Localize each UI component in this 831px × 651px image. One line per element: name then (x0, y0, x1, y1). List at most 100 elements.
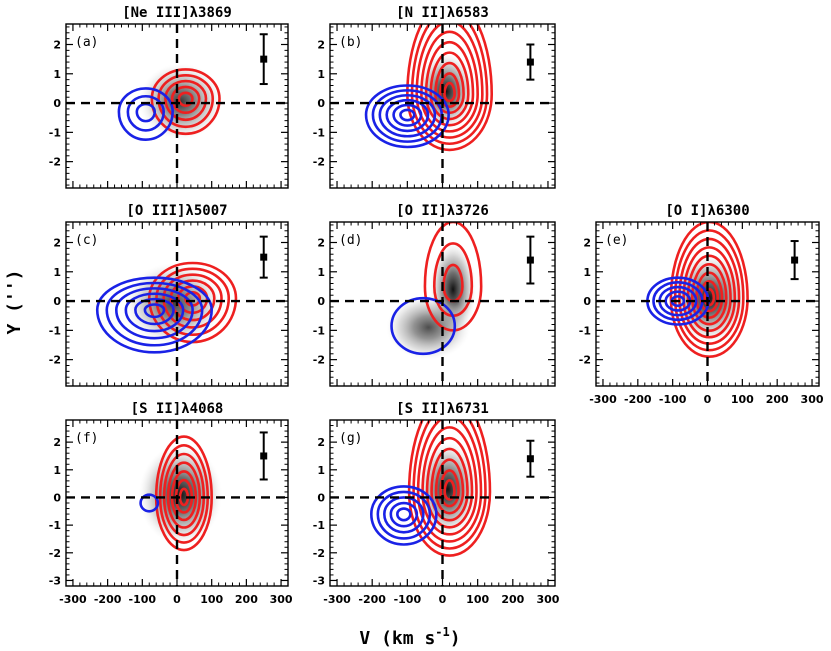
red-contour (690, 263, 728, 326)
x-tick-label: 0 (173, 593, 181, 606)
y-tick-label: -1 (579, 324, 591, 337)
errorbar-point (260, 55, 268, 63)
errorbar-point (526, 256, 534, 264)
x-tick-label: -300 (589, 393, 617, 406)
blue-contour (383, 496, 425, 534)
errorbar-point (260, 452, 268, 460)
x-tick-label: -300 (323, 593, 351, 606)
y-tick-label: -3 (49, 574, 61, 587)
panel-title: [O I]λ6300 (665, 203, 749, 219)
x-tick-label: 0 (704, 393, 712, 406)
red-contour (407, 420, 492, 557)
x-tick-label: 100 (466, 593, 489, 606)
red-contour (415, 24, 484, 139)
x-tick-label: 300 (801, 393, 824, 406)
blue-contour (135, 102, 157, 123)
red-contour (154, 435, 213, 552)
x-tick-label: -200 (94, 593, 122, 606)
errorbar-point (526, 455, 534, 463)
blue-contour (370, 485, 438, 546)
blue-contour (378, 94, 437, 138)
y-tick-label: 0 (317, 491, 325, 504)
x-tick-label: 300 (270, 593, 293, 606)
panel-letter: (f) (75, 431, 98, 446)
blue-contour (390, 296, 457, 356)
errorbar-point (791, 256, 799, 264)
y-tick-label: 0 (317, 97, 325, 110)
panel-c: 2 1 0 -1 -2 [O III]λ5007 (c) (49, 203, 289, 387)
y-tick-label: 1 (317, 68, 325, 81)
red-contour (699, 279, 720, 313)
red-contour (678, 237, 741, 345)
y-tick-label: -2 (49, 156, 61, 169)
blue-contour (396, 507, 412, 522)
y-tick-label: -1 (49, 519, 61, 532)
y-axis-label: Y ('') (4, 269, 25, 334)
x-tick-label: 300 (536, 593, 559, 606)
errorbar-point (526, 58, 534, 66)
y-tick-label: -2 (49, 354, 61, 367)
y-tick-label: -2 (313, 354, 325, 367)
x-tick-label: 100 (200, 593, 223, 606)
y-tick-label: 1 (53, 68, 61, 81)
panel-title: [O II]λ3726 (396, 203, 489, 219)
y-tick-label: 1 (583, 266, 591, 279)
x-tick-label: 200 (766, 393, 789, 406)
y-tick-label: -3 (313, 574, 325, 587)
y-tick-label: -1 (313, 126, 325, 139)
red-contour (170, 85, 201, 114)
y-tick-label: -1 (49, 126, 61, 139)
red-contour (673, 229, 745, 352)
x-tick-label: -200 (624, 393, 652, 406)
y-tick-label: 2 (583, 237, 591, 250)
y-tick-label: 1 (53, 266, 61, 279)
y-tick-label: 0 (583, 295, 591, 308)
x-tick-label: 200 (235, 593, 258, 606)
y-tick-label: -1 (313, 324, 325, 337)
red-contour (166, 461, 202, 529)
red-contour (686, 254, 732, 332)
panel-letter: (e) (605, 233, 628, 248)
panel-letter: (a) (75, 35, 98, 50)
red-contour (434, 61, 465, 115)
panel-letter: (b) (339, 35, 362, 50)
red-contour (669, 222, 749, 358)
y-tick-label: -1 (313, 519, 325, 532)
blue-contour (105, 281, 204, 347)
y-tick-label: 0 (53, 295, 61, 308)
x-tick-label: 200 (501, 593, 524, 606)
y-tick-label: 2 (317, 436, 325, 449)
y-tick-label: 2 (53, 436, 61, 449)
y-tick-label: 1 (317, 266, 325, 279)
y-tick-label: 0 (53, 491, 61, 504)
errorbar-point (260, 253, 268, 261)
y-tick-label: 2 (317, 39, 325, 52)
panel-d: 2 1 0 -1 -2 [O II]λ3726 (d) (313, 203, 556, 387)
x-tick-label: -100 (129, 593, 157, 606)
panel-title: [Ne III]λ3869 (122, 5, 232, 21)
panel-title: [S II]λ4068 (131, 401, 224, 417)
red-contour (416, 420, 483, 543)
red-contour (425, 436, 474, 529)
blue-contour (670, 295, 686, 308)
panel-letter: (d) (339, 233, 362, 248)
red-contour (164, 79, 208, 121)
blue-contour (364, 84, 450, 149)
y-tick-label: 1 (53, 464, 61, 477)
red-contour (423, 222, 483, 332)
blue-contour (124, 292, 185, 333)
blue-contour (658, 285, 698, 317)
panel-title: [N II]λ6583 (396, 5, 489, 21)
panel-g: -300 -200 -100 0 100 200 300 2 1 0 -1 -2 -3 [S II]λ67… (313, 401, 560, 606)
y-tick-label: -2 (313, 156, 325, 169)
blue-contour (399, 108, 416, 122)
red-contour (406, 24, 494, 152)
red-contour (177, 91, 194, 107)
y-tick-label: -2 (579, 354, 591, 367)
blue-contour (117, 87, 174, 141)
x-tick-label: 100 (731, 393, 754, 406)
blue-contour (143, 303, 166, 319)
panels: 2 1 0 -1 -2 [Ne III]λ3869 (a) 2 1 0 -1 -2 [N II]λ658… (49, 5, 824, 606)
blue-contour (95, 276, 213, 354)
